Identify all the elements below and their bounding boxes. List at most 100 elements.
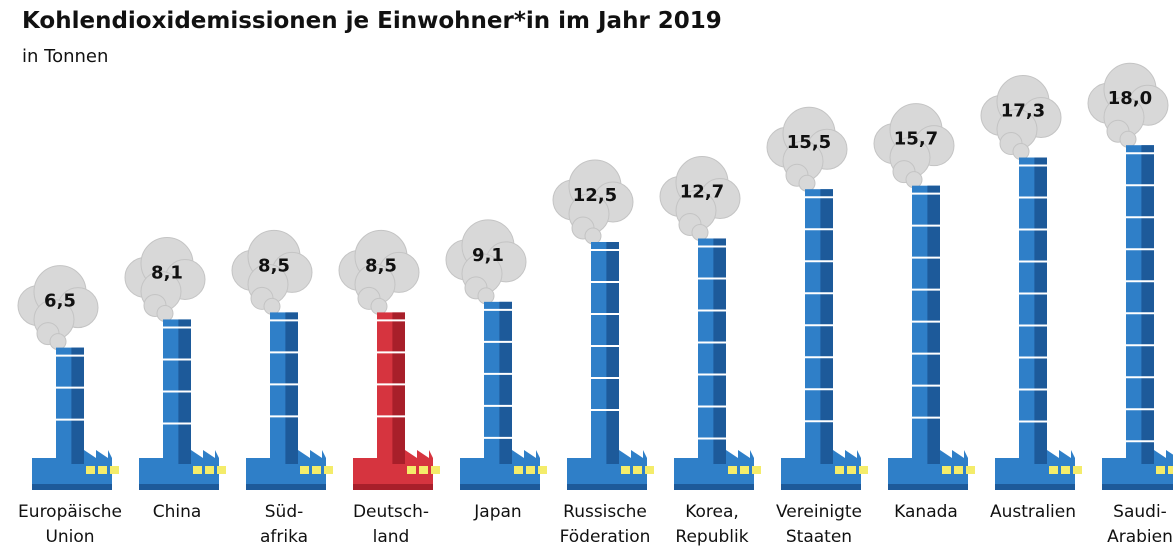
factory [246,450,326,490]
chart-title: Kohlendioxidemissionen je Einwohner*in i… [22,8,722,34]
factory [32,450,112,490]
window [621,466,630,474]
factory-shadow [1102,484,1173,490]
value-label: 8,5 [365,255,397,276]
value-label: 12,5 [573,185,617,206]
chimney-shade [1034,157,1047,464]
window [193,466,202,474]
x-tick-label: Korea, Republik [675,502,749,547]
window [835,466,844,474]
x-tick-label: Japan [474,502,522,522]
factory-shadow [995,484,1075,490]
smoke [1012,143,1030,161]
chimney-shade [71,347,84,464]
factory-shadow [674,484,754,490]
x-tick-label: Russische Föderation [559,502,651,547]
x-tick-label: Saudi- Arabien [1107,502,1173,547]
window [645,466,654,474]
factory-shadow [781,484,861,490]
window [1168,466,1173,474]
factory [674,450,754,490]
chimney-shade [927,185,940,464]
smoke [1119,130,1137,148]
window [728,466,737,474]
factory [139,450,219,490]
window [1049,466,1058,474]
window [205,466,214,474]
chart-subtitle: in Tonnen [22,46,109,67]
factory [567,450,647,490]
window [110,466,119,474]
window [859,466,868,474]
window [752,466,761,474]
window [740,466,749,474]
smoke [584,227,602,245]
window [217,466,226,474]
window [98,466,107,474]
window [1156,466,1165,474]
chimney-shade [499,301,512,464]
factory-shadow [246,484,326,490]
smoke [263,297,281,315]
smoke [370,297,388,315]
factory-shadow [32,484,112,490]
chimney-shade [606,242,619,464]
value-label: 15,5 [787,132,831,153]
chimney-shade [1141,145,1154,464]
window [847,466,856,474]
x-tick-label: Vereinigte Staaten [776,502,862,547]
window [419,466,428,474]
x-tick-label: Australien [989,502,1076,522]
factory-shadow [353,484,433,490]
smoke [798,174,816,192]
value-label: 17,3 [1001,101,1045,122]
factory [460,450,540,490]
value-label: 8,5 [258,255,290,276]
factory-shadow [888,484,968,490]
window [312,466,321,474]
window [633,466,642,474]
factory-shadow [567,484,647,490]
window [538,466,547,474]
x-tick-label: Kanada [894,502,958,522]
smoke [477,287,495,305]
factory [888,450,968,490]
factory [1102,450,1173,490]
factory-shadow [139,484,219,490]
window [526,466,535,474]
x-tick-label: Süd- afrika [259,502,309,547]
value-label: 8,1 [151,262,183,283]
factory-shadow [460,484,540,490]
smoke [691,223,709,241]
factory [995,450,1075,490]
window [1061,466,1070,474]
window [954,466,963,474]
value-label: 15,7 [894,129,938,150]
value-label: 12,7 [680,181,724,202]
window [1073,466,1082,474]
window [407,466,416,474]
value-label: 9,1 [472,245,504,266]
value-label: 6,5 [44,291,76,312]
chimney-shade [285,312,298,464]
x-tick-label: Europäische Union [18,502,122,547]
chimney-shade [713,238,726,464]
window [942,466,951,474]
window [966,466,975,474]
smoke [49,333,67,351]
value-label: 18,0 [1108,88,1152,109]
smoke [905,171,923,189]
chimney-shade [392,312,405,464]
window [324,466,333,474]
chimney-shade [820,189,833,464]
factory [353,450,433,490]
window [86,466,95,474]
smoke [156,304,174,322]
window [514,466,523,474]
factory [781,450,861,490]
window [431,466,440,474]
x-tick-label: Deutsch- land [352,502,430,547]
x-tick-label: China [152,502,202,522]
